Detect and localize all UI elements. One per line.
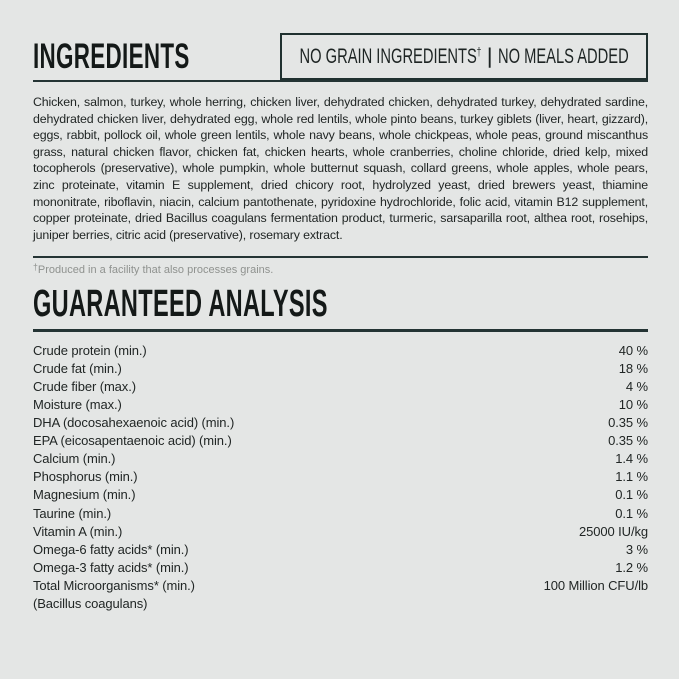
nutrient-label: DHA (docosahexaenoic acid) (min.) [33,415,235,431]
table-row: (Bacillus coagulans) [33,595,648,613]
guaranteed-analysis-table: Crude protein (min.) 40 % Crude fat (min.)… [33,342,648,613]
table-row: Vitamin A (min.) 25000 IU/kg [33,523,648,541]
nutrient-label: Crude fat (min.) [33,360,122,376]
nutrient-value: 1.2 % [615,559,648,575]
nutrient-value: 3 % [625,541,648,557]
table-row: Crude fat (min.) 18 % [33,360,648,378]
nutrient-value: 0.1 % [615,487,648,503]
no-grain-badge: NO GRAIN INGREDIENTS† | NO MEALS ADDED [280,33,648,80]
badge-separator: | [487,44,492,68]
ingredients-title: INGREDIENTS [33,37,190,76]
guaranteed-analysis-title: GUARANTEED ANALYSIS [33,283,328,326]
nutrient-value: 1.1 % [615,469,648,485]
grain-facility-footnote: †Produced in a facility that also proces… [33,262,648,277]
table-row: DHA (docosahexaenoic acid) (min.) 0.35 % [33,414,648,432]
table-row: Moisture (max.) 10 % [33,396,648,414]
nutrient-label: Total Microorganisms* (min.) [33,577,195,593]
no-grain-badge-text: NO GRAIN INGREDIENTS† | NO MEALS ADDED [299,45,628,69]
table-row: Magnesium (min.) 0.1 % [33,486,648,504]
nutrient-label: Taurine (min.) [33,505,112,521]
table-row: Crude protein (min.) 40 % [33,342,648,360]
divider-after-ga-title [33,329,648,332]
table-row: Omega-3 fatty acids* (min.) 1.2 % [33,559,648,577]
nutrient-label: Phosphorus (min.) [33,469,138,485]
nutrient-value: 1.4 % [615,451,648,467]
table-row: Omega-6 fatty acids* (min.) 3 % [33,541,648,559]
nutrient-label: Vitamin A (min.) [33,523,123,539]
nutrient-value: 0.35 % [608,415,648,431]
table-row: Calcium (min.) 1.4 % [33,450,648,468]
nutrient-label: EPA (eicosapentaenoic acid) (min.) [33,433,232,449]
nutrient-label: Crude fiber (max.) [33,378,136,394]
table-row: Phosphorus (min.) 1.1 % [33,468,648,486]
nutrient-label: Magnesium (min.) [33,487,136,503]
table-row: EPA (eicosapentaenoic acid) (min.) 0.35 % [33,432,648,450]
nutrient-value: 100 Million CFU/lb [543,577,649,593]
badge-right-text: NO MEALS ADDED [497,44,629,68]
nutrient-label: Moisture (max.) [33,397,122,413]
divider-after-ingredients [33,255,648,259]
nutrient-value: 4 % [625,378,648,394]
nutrient-value: 0.35 % [608,433,648,449]
table-row: Taurine (min.) 0.1 % [33,505,648,523]
pet-food-label: INGREDIENTS NO GRAIN INGREDIENTS† | NO MEA… [33,33,648,613]
nutrient-value: 18 % [618,360,648,376]
footnote-text: Produced in a facility that also process… [37,264,274,277]
table-row: Total Microorganisms* (min.) 100 Million … [33,577,648,595]
nutrient-label: Omega-6 fatty acids* (min.) [33,541,189,557]
table-row: Crude fiber (max.) 4 % [33,378,648,396]
ingredients-header: INGREDIENTS NO GRAIN INGREDIENTS† | NO MEA… [33,33,648,82]
nutrient-label: Calcium (min.) [33,451,116,467]
ingredients-paragraph: Chicken, salmon, turkey, whole herring, … [33,95,648,242]
nutrient-label: Crude protein (min.) [33,342,147,358]
nutrient-value: 0.1 % [615,505,648,521]
nutrient-label: (Bacillus coagulans) [33,596,148,612]
nutrient-label: Omega-3 fatty acids* (min.) [33,559,189,575]
nutrient-value: 10 % [618,397,648,413]
badge-dagger: † [476,47,482,60]
badge-left-text: NO GRAIN INGREDIENTS [299,44,477,68]
nutrient-value: 25000 IU/kg [578,523,648,539]
footnote-dagger: † [33,262,38,273]
nutrient-value: 40 % [618,342,648,358]
